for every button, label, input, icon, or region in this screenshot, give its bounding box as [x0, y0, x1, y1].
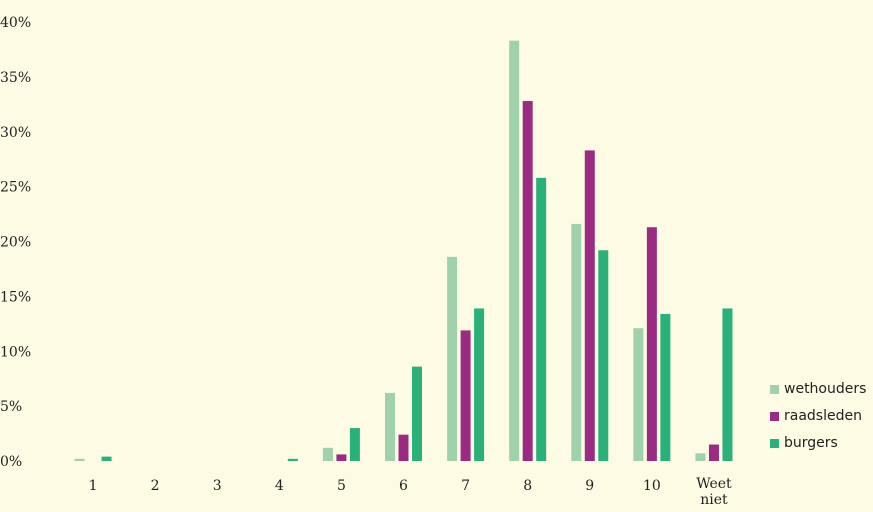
x-tick-label: 6: [399, 478, 408, 494]
bar-raadsleden-7: [460, 330, 471, 461]
legend-label-raadsleden: raadsleden: [784, 408, 862, 424]
bar-wethouders-1: [74, 458, 85, 461]
x-tick-label: Weet niet: [696, 476, 732, 508]
legend-swatch-burgers: [770, 438, 779, 448]
bar-burgers-9: [598, 250, 609, 461]
legend: wethouders raadsleden burgers: [770, 376, 870, 457]
y-tick-label: 35%: [0, 70, 31, 86]
x-tick-label: 1: [89, 478, 98, 494]
bar-burgers-1: [101, 456, 112, 461]
x-tick-label-line: Weet: [696, 476, 732, 492]
x-tick-label: 10: [643, 478, 661, 494]
bar-burgers-weet-niet: [722, 308, 733, 461]
y-tick-label: 30%: [0, 125, 31, 141]
y-tick-label: 5%: [0, 399, 22, 415]
bar-wethouders-weet-niet: [695, 453, 706, 461]
bar-burgers-4: [287, 458, 298, 461]
bar-raadsleden-8: [522, 101, 533, 462]
bar-raadsleden-6: [398, 434, 409, 461]
bar-wethouders-6: [385, 392, 395, 461]
bar-wethouders-10: [633, 328, 644, 461]
x-tick-label: 3: [213, 478, 222, 494]
bar-raadsleden-9: [584, 150, 595, 461]
legend-item-raadsleden: raadsleden: [770, 403, 870, 429]
bar-burgers-10: [660, 313, 671, 461]
legend-label-wethouders: wethouders: [784, 381, 867, 397]
legend-swatch-wethouders: [770, 384, 779, 394]
bar-raadsleden-5: [336, 454, 347, 461]
x-axis: 1 2 3 4 5 6 7 8 9 10 Weet niet: [89, 476, 732, 508]
legend-label-burgers: burgers: [784, 435, 838, 451]
bar-burgers-8: [536, 177, 547, 461]
x-tick-label: 8: [523, 478, 532, 494]
y-tick-label: 15%: [0, 289, 31, 305]
y-tick-label: 10%: [0, 344, 31, 360]
bar-wethouders-9: [571, 223, 582, 461]
bar-raadsleden-weet-niet: [708, 444, 719, 461]
bar-burgers-5: [349, 428, 360, 461]
x-tick-label: 5: [337, 478, 346, 494]
bar-wethouders-8: [509, 40, 520, 461]
bars: [74, 40, 733, 462]
legend-item-wethouders: wethouders: [770, 376, 870, 402]
y-tick-label: 40%: [0, 15, 31, 31]
y-axis: 0% 5% 10% 15% 20% 25% 30% 35% 40%: [0, 15, 31, 470]
bar-burgers-6: [412, 366, 422, 461]
legend-swatch-raadsleden: [770, 411, 779, 421]
x-tick-label: 4: [275, 478, 284, 494]
x-tick-label: 2: [151, 478, 160, 494]
y-tick-label: 0%: [0, 454, 22, 470]
x-tick-label: 9: [585, 478, 594, 494]
y-tick-label: 20%: [0, 235, 31, 251]
legend-item-burgers: burgers: [770, 430, 870, 456]
x-tick-label-line: niet: [700, 492, 728, 508]
bar-burgers-7: [474, 308, 485, 461]
y-tick-label: 25%: [0, 180, 31, 196]
bar-wethouders-5: [322, 447, 333, 461]
x-tick-label: 7: [461, 478, 470, 494]
bar-raadsleden-10: [646, 227, 657, 461]
bar-wethouders-7: [447, 256, 458, 461]
